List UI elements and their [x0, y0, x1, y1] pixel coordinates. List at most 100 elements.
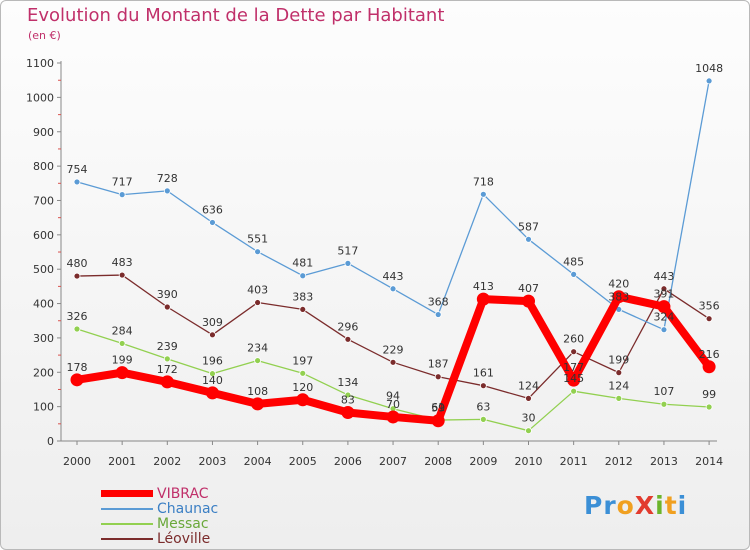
y-tick-label: 500 — [33, 263, 54, 276]
legend-swatch-leoville — [101, 538, 153, 540]
data-point — [163, 355, 171, 363]
data-point — [209, 370, 216, 378]
x-tick-label: 2001 — [108, 455, 136, 468]
data-label: 754 — [67, 163, 88, 176]
data-point — [344, 391, 352, 399]
data-point — [479, 382, 487, 390]
data-point — [522, 294, 535, 308]
logo-letter: P — [584, 491, 604, 520]
data-point — [205, 386, 219, 400]
data-label: 717 — [112, 176, 133, 189]
logo-letter: i — [655, 491, 665, 520]
data-label: 517 — [337, 244, 358, 257]
data-point — [479, 415, 487, 423]
data-point — [341, 405, 355, 419]
data-point — [251, 397, 265, 411]
legend-swatch-vibrac — [101, 490, 153, 497]
data-point — [160, 375, 174, 389]
data-label: 718 — [473, 175, 494, 188]
data-point — [254, 357, 262, 364]
data-label: 383 — [292, 290, 313, 303]
unit-label: (en €) — [28, 29, 61, 42]
data-label: 59 — [431, 402, 445, 415]
y-tick-label: 200 — [33, 366, 54, 379]
data-label: 413 — [473, 280, 494, 293]
data-label: 326 — [67, 310, 88, 323]
data-label: 391 — [653, 288, 674, 301]
legend-item-chaunac: Chaunac — [101, 501, 301, 517]
x-tick-label: 2008 — [424, 455, 452, 468]
data-point — [525, 394, 532, 402]
data-point — [118, 271, 126, 279]
y-tick-label: 1100 — [26, 57, 54, 70]
x-tick-label: 2005 — [289, 455, 317, 468]
data-point — [525, 427, 532, 435]
data-point — [612, 290, 626, 304]
data-label: 403 — [247, 284, 268, 297]
data-point — [73, 325, 81, 333]
data-label: 481 — [292, 257, 313, 270]
data-label: 551 — [247, 233, 268, 246]
data-label: 63 — [476, 400, 490, 413]
x-tick-label: 2007 — [379, 455, 407, 468]
data-point — [299, 272, 307, 280]
data-point — [660, 285, 668, 293]
data-point — [386, 410, 400, 424]
data-label: 407 — [518, 282, 539, 295]
data-label: 197 — [292, 354, 313, 367]
x-tick-label: 2003 — [198, 455, 226, 468]
legend-item-leoville: Léoville — [101, 531, 301, 547]
data-point — [73, 178, 81, 186]
data-label: 587 — [518, 220, 539, 233]
series-léoville — [73, 271, 713, 402]
data-label: 309 — [202, 316, 223, 329]
legend-swatch-messac — [101, 523, 153, 525]
data-label: 728 — [157, 172, 178, 185]
data-label: 30 — [522, 412, 536, 425]
x-tick-label: 2014 — [695, 455, 723, 468]
data-point — [209, 219, 216, 226]
y-tick-label: 300 — [33, 332, 54, 345]
data-point — [434, 373, 442, 381]
data-point — [118, 191, 126, 199]
data-point — [434, 311, 442, 318]
x-tick-label: 2012 — [605, 455, 633, 468]
data-label: 61 — [431, 401, 445, 414]
data-point — [344, 259, 352, 267]
data-point — [209, 331, 216, 339]
data-point — [702, 360, 716, 374]
data-point — [567, 373, 581, 387]
data-label: 485 — [563, 255, 584, 268]
x-tick-label: 2011 — [560, 455, 588, 468]
data-point — [389, 285, 397, 293]
data-label: 196 — [202, 355, 223, 368]
y-tick-label: 400 — [33, 298, 54, 311]
data-label: 140 — [202, 374, 223, 387]
data-label: 134 — [337, 376, 358, 389]
series-vibrac — [70, 290, 716, 428]
x-tick-label: 2002 — [153, 455, 181, 468]
data-label: 284 — [112, 324, 133, 337]
data-label: 83 — [341, 393, 355, 406]
y-tick-label: 600 — [33, 229, 54, 242]
data-label: 124 — [608, 379, 629, 392]
data-label: 145 — [563, 372, 584, 385]
data-point — [705, 403, 713, 411]
data-label: 390 — [157, 288, 178, 301]
data-label: 161 — [473, 367, 494, 380]
data-label: 229 — [383, 343, 404, 356]
y-tick-label: 700 — [33, 194, 54, 207]
data-point — [163, 303, 171, 311]
data-label: 1048 — [695, 62, 723, 75]
data-point — [73, 272, 81, 280]
data-point — [660, 400, 668, 408]
data-point — [389, 358, 397, 366]
data-point — [525, 235, 532, 243]
logo-letter: X — [634, 491, 656, 520]
data-label: 99 — [702, 388, 716, 401]
data-point — [615, 394, 623, 402]
data-point — [431, 414, 445, 428]
legend-label-messac: Messac — [157, 516, 209, 532]
data-label: 172 — [157, 363, 178, 376]
